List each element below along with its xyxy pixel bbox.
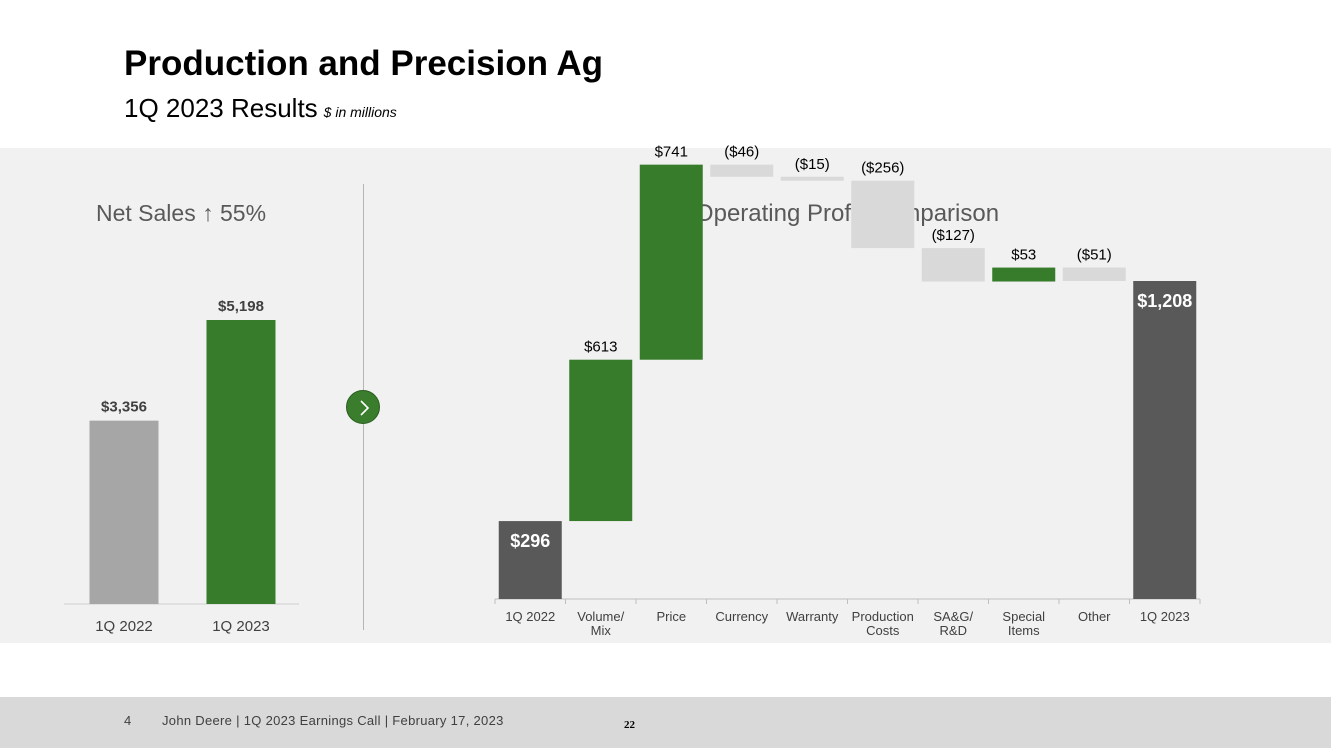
next-arrow-button[interactable] [346, 390, 380, 424]
waterfall-bar [569, 359, 633, 522]
footer-page-number: 4 [124, 713, 132, 728]
right-chevron-icon [360, 400, 370, 416]
waterfall-total-label: $1,208 [1137, 291, 1192, 311]
waterfall-bar [498, 521, 562, 599]
waterfall-value-label: ($15) [795, 156, 830, 173]
waterfall-category-label: R&D [940, 623, 967, 638]
waterfall-value-label: $741 [655, 144, 688, 161]
net-sales-category-label: 1Q 2023 [212, 618, 270, 635]
waterfall-value-label: $53 [1011, 247, 1036, 264]
waterfall-category-label: Costs [866, 623, 900, 638]
waterfall-category-label: Special [1002, 609, 1045, 624]
waterfall-bar [710, 164, 774, 177]
page-title: Production and Precision Ag [124, 44, 604, 83]
waterfall-category-label: 1Q 2022 [505, 609, 555, 624]
net-sales-bar [206, 320, 276, 604]
waterfall-value-label: ($256) [861, 160, 904, 177]
waterfall-category-label: Price [656, 609, 686, 624]
waterfall-value-label: ($46) [724, 144, 759, 161]
waterfall-category-label: Volume/ [577, 609, 624, 624]
waterfall-category-label: Production [852, 609, 914, 624]
waterfall-category-label: Mix [591, 623, 612, 638]
net-sales-category-label: 1Q 2022 [95, 618, 153, 635]
footer-bar: 4 John Deere | 1Q 2023 Earnings Call | F… [0, 697, 1331, 748]
page-subtitle: 1Q 2023 Results $ in millions [124, 93, 397, 124]
operating-profit-title: Operating Profit Comparison [694, 200, 1000, 227]
waterfall-category-label: Currency [715, 609, 768, 624]
footer-slide-number: 22 [624, 719, 635, 731]
net-sales-title: Net Sales ↑ 55% [95, 200, 267, 226]
waterfall-value-label: ($127) [932, 227, 975, 244]
waterfall-category-label: Warranty [786, 609, 839, 624]
waterfall-category-label: Items [1008, 623, 1040, 638]
subtitle-text: 1Q 2023 Results [124, 93, 318, 123]
waterfall-bar [639, 164, 703, 360]
net-sales-value-label: $3,356 [101, 399, 147, 416]
waterfall-bar [1133, 281, 1197, 599]
waterfall-bar [992, 267, 1056, 282]
units-note: $ in millions [323, 104, 397, 120]
net-sales-bar [89, 420, 159, 604]
waterfall-category-label: Other [1078, 609, 1111, 624]
waterfall-bar [851, 180, 915, 249]
footer-text: John Deere | 1Q 2023 Earnings Call | Feb… [162, 713, 504, 728]
waterfall-total-label: $296 [510, 531, 550, 551]
waterfall-bar [921, 248, 985, 282]
waterfall-value-label: $613 [584, 339, 617, 356]
net-sales-value-label: $5,198 [218, 298, 264, 315]
waterfall-bar [780, 176, 844, 181]
waterfall-category-label: SA&G/ [933, 609, 973, 624]
waterfall-value-label: ($51) [1077, 247, 1112, 264]
waterfall-category-label: 1Q 2023 [1140, 609, 1190, 624]
waterfall-bar [1062, 267, 1126, 281]
